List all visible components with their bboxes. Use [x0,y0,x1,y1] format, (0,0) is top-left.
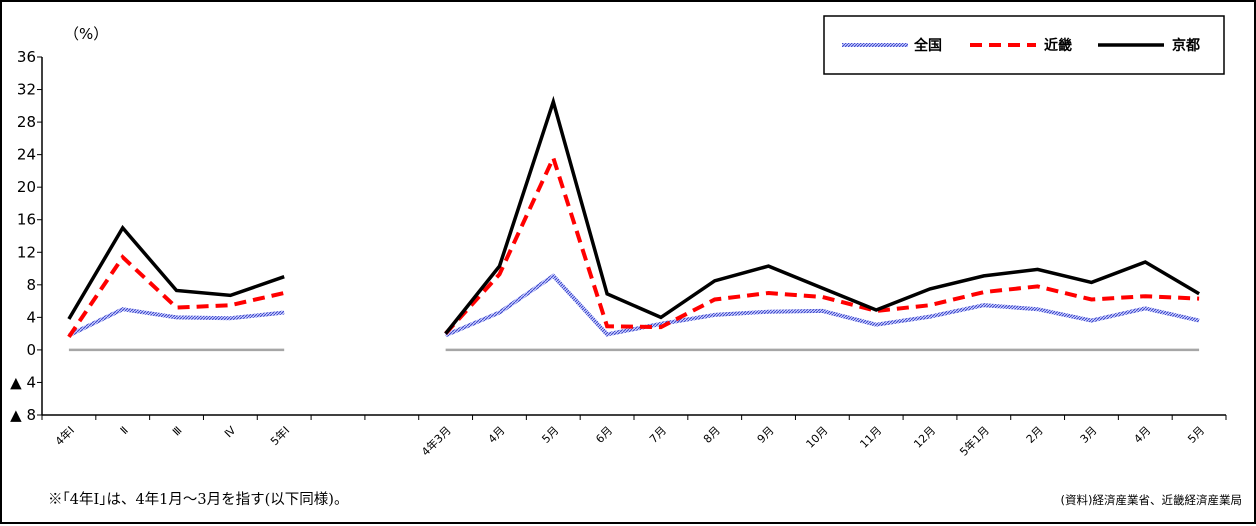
x-tick-label: 3月 [1078,424,1100,446]
y-tick-label: 16 [17,211,36,229]
x-tick-label: 11月 [857,424,884,451]
x-tick-labels: 4年Ⅰ Ⅱ Ⅲ Ⅳ 5年Ⅰ 4年3月 4月 5月 6月 7月 8月 9月 10月 11月 12月 5年1月 2月… [52,423,1207,458]
y-tick-label: 8 [26,276,36,294]
y-axis-unit-label: （%） [64,25,108,43]
x-tick-label: Ⅲ [170,424,185,439]
x-tick-label: 5月 [539,424,561,446]
series-line-京都 [444,95,1200,335]
series-line-京都 [67,224,285,320]
series-line-近畿 [444,152,1200,335]
y-tick-label: 20 [17,178,36,196]
y-tick-label: ▲ 4 [10,373,36,391]
series-line-全国 [444,273,1200,338]
series-line-全国 [68,307,285,338]
y-tick-label: 36 [17,48,36,66]
x-tick-label: 5月 [1185,424,1207,446]
x-tick-label: 10月 [804,424,831,451]
x-tick-label: 7月 [647,424,669,446]
x-tick-label: 6月 [593,424,615,446]
y-tick-label: 12 [17,243,36,261]
axes: 36 32 28 24 20 16 12 8 4 0 ▲ 4 ▲ 8 [10,48,1227,424]
y-tick-label: 0 [26,341,36,359]
x-tick-label: 4年Ⅰ [52,423,77,448]
x-tick-label: Ⅱ [118,424,131,437]
legend-label-京都: 京都 [1172,37,1200,54]
x-tick-label: 5年1月 [957,423,992,458]
x-tick-label: 8月 [701,424,723,446]
x-tick-label: Ⅳ [222,423,239,440]
x-tick-label: 4月 [1131,424,1153,446]
x-tick-label: 5年Ⅰ [267,423,292,448]
source-note: (資料)経済産業省、近畿経済産業局 [1061,493,1242,507]
legend-label-全国: 全国 [913,37,942,54]
y-tick-label: 28 [17,113,36,131]
series-line-近畿 [67,254,285,339]
y-tick-label: 4 [26,308,36,326]
legend: 全国 近畿 京都 [823,15,1225,75]
x-tick-label: 2月 [1024,424,1046,446]
series-lines [67,95,1200,339]
y-tick-label: 24 [17,146,36,164]
x-tick-label: 4月 [486,424,508,446]
footnote: ※｢4年Ⅰ｣は、4年1月～3月を指す(以下同様)。 [48,491,348,508]
y-tick-label: ▲ 8 [10,406,36,424]
y-tick-label: 32 [17,81,36,99]
legend-label-近畿: 近畿 [1044,37,1072,54]
x-tick-label: 4年3月 [418,423,453,458]
x-tick-label: 12月 [911,424,938,451]
x-tick-label: 9月 [755,424,777,446]
